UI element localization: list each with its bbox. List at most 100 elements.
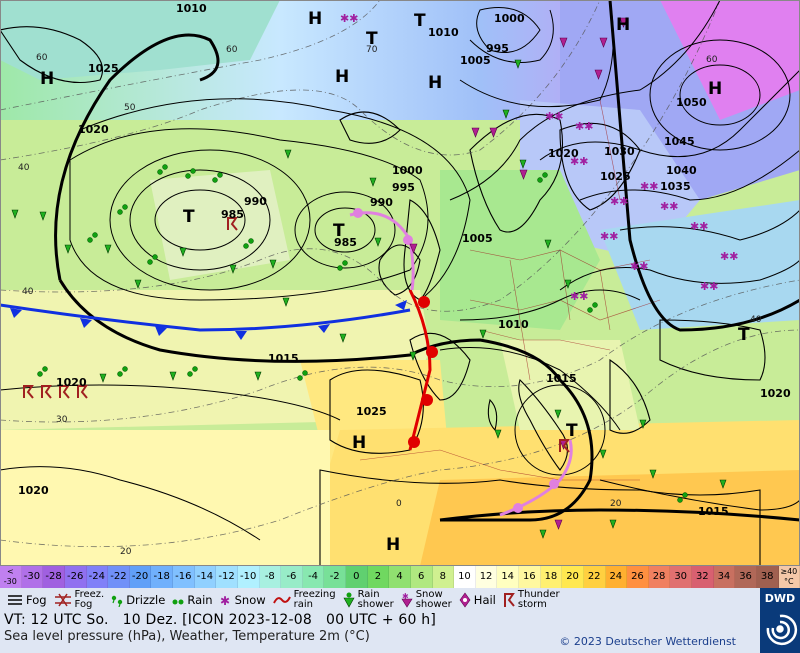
svg-text:✱✱: ✱✱ — [700, 280, 718, 293]
isobar-label: 1000 — [494, 12, 525, 25]
thickness-label: 60 — [226, 45, 238, 55]
svg-text:✱✱: ✱✱ — [720, 250, 738, 263]
temperature-scale-cell: -4 — [302, 566, 325, 588]
isobar-label: 1025 — [600, 170, 631, 183]
temperature-scale-cell: 2 — [367, 566, 390, 588]
isobar-label: 1025 — [88, 62, 119, 75]
thickness-label: 50 — [124, 103, 136, 113]
isobar-label: 1010 — [428, 26, 459, 39]
thickness-label: 40 — [18, 163, 30, 173]
temperature-scale-cell: 14 — [497, 566, 519, 588]
legend-hail: Hail — [458, 588, 496, 611]
svg-text:✱✱: ✱✱ — [575, 120, 593, 133]
valid-time: VT: 12 UTC So. 10 Dez. [ICON 2023-12-08 … — [4, 612, 437, 628]
low-center: T — [333, 221, 345, 241]
temperature-scale-cell: ≥40 °C — [778, 566, 800, 588]
temperature-scale-cell: -20 — [129, 566, 152, 588]
fog-icon — [8, 594, 22, 605]
isobar-label: 1030 — [604, 145, 635, 158]
low-center: T — [566, 421, 578, 441]
copyright: © 2023 Deutscher Wetterdienst — [559, 635, 736, 648]
temperature-scale-cell: -28 — [43, 566, 65, 588]
temperature-scale-cell: 30 — [670, 566, 692, 588]
isobar-label: 985 — [221, 208, 244, 221]
temperature-scale-cell: 6 — [410, 566, 433, 588]
freezing-rain-icon — [272, 596, 291, 603]
legend-freezing-fog: Freez. Fog — [53, 588, 104, 611]
isobar-label: 1025 — [356, 405, 387, 418]
temperature-scale-cell: -8 — [259, 566, 282, 588]
temperature-scale-cell: 38 — [756, 566, 779, 588]
isobar-label: 1045 — [664, 135, 695, 148]
temperature-scale-cell: 26 — [627, 566, 649, 588]
svg-text:✱✱: ✱✱ — [630, 260, 648, 273]
snow-icon: ✱ — [220, 594, 230, 607]
high-center: H — [40, 69, 54, 89]
temperature-scale-cell: -30 — [21, 566, 44, 588]
low-center: T — [366, 29, 378, 49]
forecast-info: VT: 12 UTC So. 10 Dez. [ICON 2023-12-08 … — [0, 611, 760, 653]
isobar-label: 1020 — [18, 484, 49, 497]
temperature-scale-cell: 12 — [475, 566, 498, 588]
rain-icon — [172, 599, 184, 604]
temperature-scale-cell: 18 — [540, 566, 563, 588]
weather-legend: Fog Freez. Fog Drizzle Rain ✱ Snow Freez… — [0, 588, 760, 611]
temperature-scale-cell: < -30 — [0, 566, 22, 588]
thickness-label: 20 — [610, 499, 622, 509]
freezing-fog-icon — [54, 593, 71, 606]
temperature-scale-cell: 16 — [519, 566, 541, 588]
legend-freezing-rain: Freezing rain — [272, 588, 336, 611]
temperature-scale-cell: 22 — [583, 566, 606, 588]
temperature-scale-cell: 8 — [432, 566, 455, 588]
temperature-scale-cell: -16 — [173, 566, 195, 588]
low-center: T — [738, 325, 750, 345]
isobar-label: 990 — [370, 196, 393, 209]
isobar-label: 1005 — [460, 54, 491, 67]
isobar-label: 1010 — [176, 2, 207, 15]
dwd-logo: DWD — [760, 588, 800, 653]
temperature-scale-cell: 36 — [735, 566, 757, 588]
svg-text:✱✱: ✱✱ — [570, 155, 588, 168]
isobar-label: 1020 — [56, 376, 87, 389]
temperature-scale-cell: 4 — [389, 566, 411, 588]
temperature-scale-cell: -10 — [237, 566, 260, 588]
high-center: H — [428, 73, 442, 93]
temperature-scale-cell: -26 — [64, 566, 87, 588]
thickness-label: 60 — [706, 55, 718, 65]
svg-text:✱✱: ✱✱ — [690, 220, 708, 233]
legend-snow: ✱ Snow — [219, 592, 266, 607]
legend-drizzle: Drizzle — [110, 588, 165, 611]
isobar-label: 995 — [486, 42, 509, 55]
temperature-scale: < -30 -30 -28 -26 -24 -22 -20 -18 -16 -14 -12 -10 -8… — [0, 566, 800, 588]
svg-text:✱✱: ✱✱ — [640, 180, 658, 193]
isobar-label: 990 — [244, 195, 267, 208]
temperature-scale-cell: -6 — [281, 566, 303, 588]
thickness-label: 30 — [56, 415, 68, 425]
snow-shower-icon: ✱ — [401, 592, 413, 608]
dwd-logo-icon — [766, 614, 798, 646]
svg-text:✱✱: ✱✱ — [600, 230, 618, 243]
low-center: T — [183, 207, 195, 227]
legend-rain-shower: Rain shower — [342, 588, 394, 611]
legend-fog: Fog — [6, 588, 47, 611]
high-center: H — [386, 535, 400, 555]
isobar-label: 1020 — [78, 123, 109, 136]
legend-rain: Rain — [171, 588, 213, 611]
svg-text:✱✱: ✱✱ — [610, 195, 628, 208]
isobar-label: 1015 — [546, 372, 577, 385]
hail-icon — [459, 591, 471, 608]
temperature-scale-cell: -14 — [194, 566, 217, 588]
temperature-scale-cell: 32 — [692, 566, 714, 588]
temperature-scale-cell: 20 — [562, 566, 584, 588]
rain-shower-icon — [343, 592, 355, 608]
thickness-label: 40 — [22, 287, 34, 297]
svg-text:✱✱: ✱✱ — [570, 290, 588, 303]
legend-thunderstorm: Thunder storm — [502, 588, 560, 611]
thickness-label: 0 — [396, 499, 402, 509]
isobar-label: 1005 — [462, 232, 493, 245]
isobar-label: 1000 — [392, 164, 423, 177]
high-center: H — [708, 79, 722, 99]
isobar-label: 1010 — [498, 318, 529, 331]
isobar-label: 1040 — [666, 164, 697, 177]
temperature-scale-cell: 0 — [346, 566, 368, 588]
